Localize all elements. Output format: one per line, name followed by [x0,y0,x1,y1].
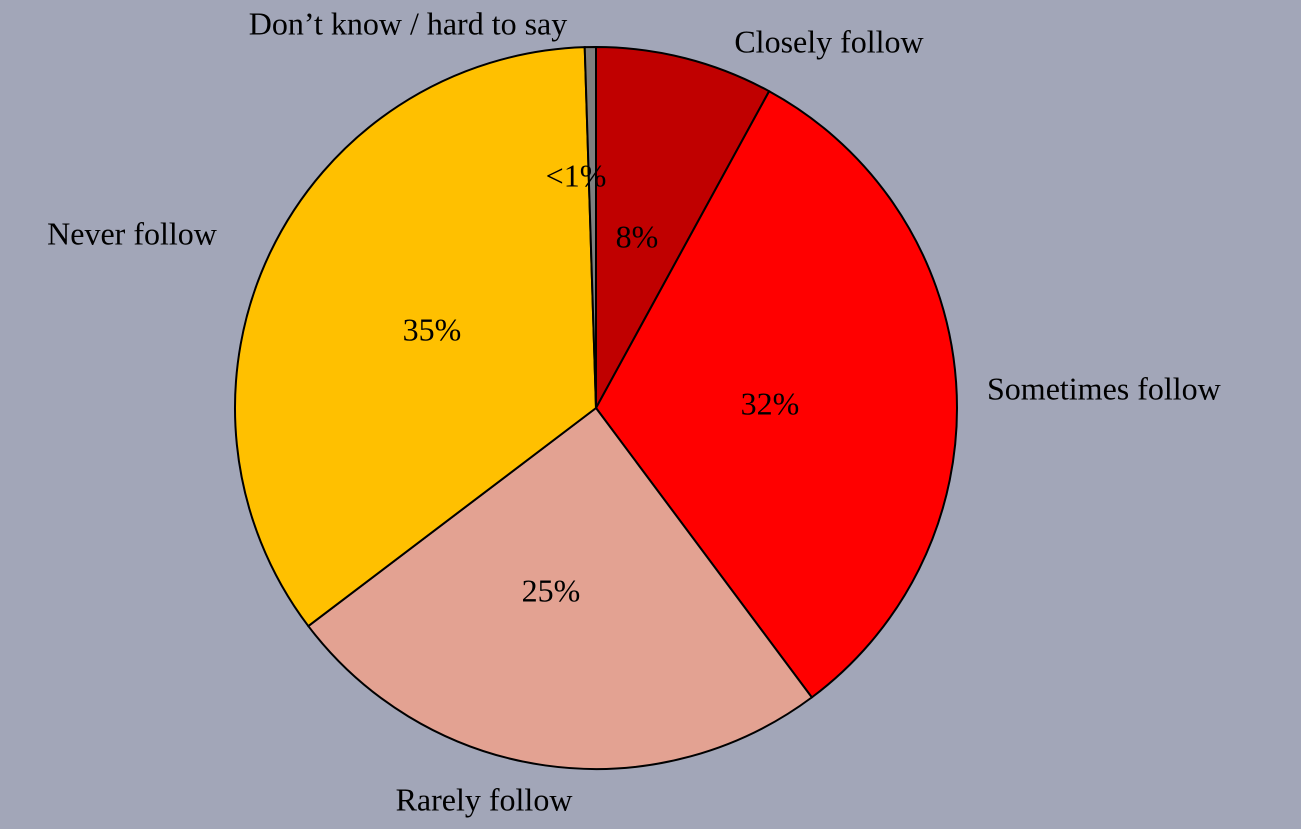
value-label: 32% [741,385,800,421]
pie-slice [234,46,598,628]
value-label: 25% [522,572,581,608]
slices [234,45,958,770]
slice-label: Never follow [47,215,217,251]
pie-slice [594,89,958,699]
slice-label: Rarely follow [396,781,573,817]
slice-label: Closely follow [734,23,923,59]
value-label: 35% [403,311,462,347]
pie-slice [595,45,771,409]
value-label: 8% [616,218,659,254]
pie-slice [583,45,597,409]
slice-label: Sometimes follow [987,370,1221,406]
pie-slice [306,406,814,770]
value-label: <1% [546,157,607,193]
slice-label: Don’t know / hard to say [249,5,567,41]
